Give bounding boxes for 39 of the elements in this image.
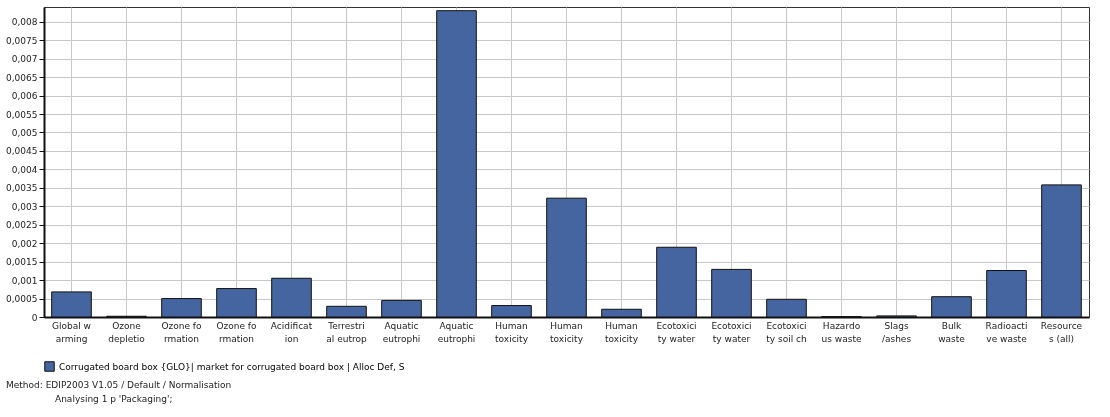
text: Method: EDIP2003 V1.05 / Default / Normalisation xyxy=(5,379,233,392)
y-tick-label: 0,006 xyxy=(11,91,38,102)
x-tick-label: Aquatic eutrophi xyxy=(437,320,476,344)
y-tick-label: 0,004 xyxy=(11,164,38,175)
y-tick-label: 0,002 xyxy=(11,238,38,249)
x-tick-label: Hazardo us waste xyxy=(821,320,862,344)
x-tick-label: Human toxicity xyxy=(605,320,639,344)
x-tick-label: Ozone fo rmation xyxy=(161,320,203,344)
x-tick-label: Resource s (all) xyxy=(1040,320,1083,344)
y-tick-label: 0,0035 xyxy=(6,183,38,194)
x-tick-label: Ozone fo rmation xyxy=(216,320,258,344)
x-tick-label: Ecotoxici ty soil ch xyxy=(766,320,807,344)
y-tick-label: 0,0065 xyxy=(6,72,38,83)
x-tick-label: Acidificat ion xyxy=(270,320,313,344)
text: Analysing 1 p 'Packaging'; xyxy=(54,393,174,406)
y-tick-label: 0,0045 xyxy=(6,146,38,157)
y-tick-label: 0,001 xyxy=(11,275,38,286)
x-tick-label: Human toxicity xyxy=(550,320,584,344)
x-tick-label: Ozone depletio xyxy=(108,320,146,344)
x-tick-label: Bulk waste xyxy=(938,320,966,344)
x-tick-label: Ecotoxici ty water xyxy=(656,320,697,344)
y-tick-label: 0 xyxy=(31,312,38,323)
y-tick-label: 0,0005 xyxy=(6,294,38,305)
x-tick-label: Radioacti ve waste xyxy=(985,320,1028,344)
x-tick-label: Terrestri al eutrop xyxy=(326,320,367,344)
y-tick-label: 0,0015 xyxy=(6,257,38,268)
y-tick-label: 0,008 xyxy=(11,17,38,28)
y-tick-label: 0,007 xyxy=(11,54,38,65)
x-tick-label: Slags /ashes xyxy=(881,320,912,344)
y-tick-label: 0,005 xyxy=(11,127,38,138)
x-tick-label: Human toxicity xyxy=(495,320,529,344)
y-tick-label: 0,003 xyxy=(11,201,38,212)
x-tick-label: Global w arming xyxy=(52,320,91,344)
y-tick-label: 0,0025 xyxy=(6,220,38,231)
legend-label: Corrugated board box {GLO}| market for corrugated board box | Alloc Def, S xyxy=(59,361,405,372)
x-tick-label: Aquatic eutrophi xyxy=(382,320,421,344)
x-tick-label: Ecotoxici ty water xyxy=(711,320,752,344)
y-tick-label: 0,0055 xyxy=(6,109,38,120)
y-tick-label: 0,0075 xyxy=(6,35,38,46)
